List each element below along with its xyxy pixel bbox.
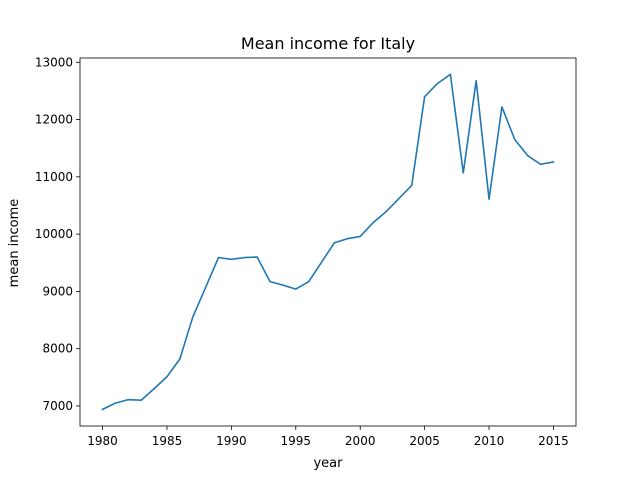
x-tick-label: 1990 <box>216 434 247 448</box>
plot-area: 1980 1985 1990 1995 2000 2005 2010 2015 7000 8000… <box>35 55 577 448</box>
x-tick-label: 1995 <box>281 434 312 448</box>
x-axis-label: year <box>313 456 343 471</box>
axes-frame <box>79 57 577 427</box>
y-tick-label: 13000 <box>35 55 73 69</box>
chart-title: Mean income for Italy <box>241 34 415 53</box>
x-tick-label: 1985 <box>152 434 183 448</box>
x-tick-label: 1980 <box>87 434 118 448</box>
y-tick-label: 10000 <box>35 227 73 241</box>
y-axis-label: mean income <box>7 199 22 288</box>
y-tick-label: 8000 <box>42 342 73 356</box>
x-tick-label: 2005 <box>409 434 440 448</box>
x-tick-label: 2015 <box>538 434 569 448</box>
y-tick-label: 12000 <box>35 113 73 127</box>
series-line-0 <box>101 73 555 411</box>
y-tick-label: 9000 <box>42 284 73 298</box>
y-tick-label: 11000 <box>35 170 73 184</box>
x-tick-label: 2010 <box>474 434 505 448</box>
y-tick-label: 7000 <box>42 399 73 413</box>
x-tick-label: 2000 <box>345 434 376 448</box>
